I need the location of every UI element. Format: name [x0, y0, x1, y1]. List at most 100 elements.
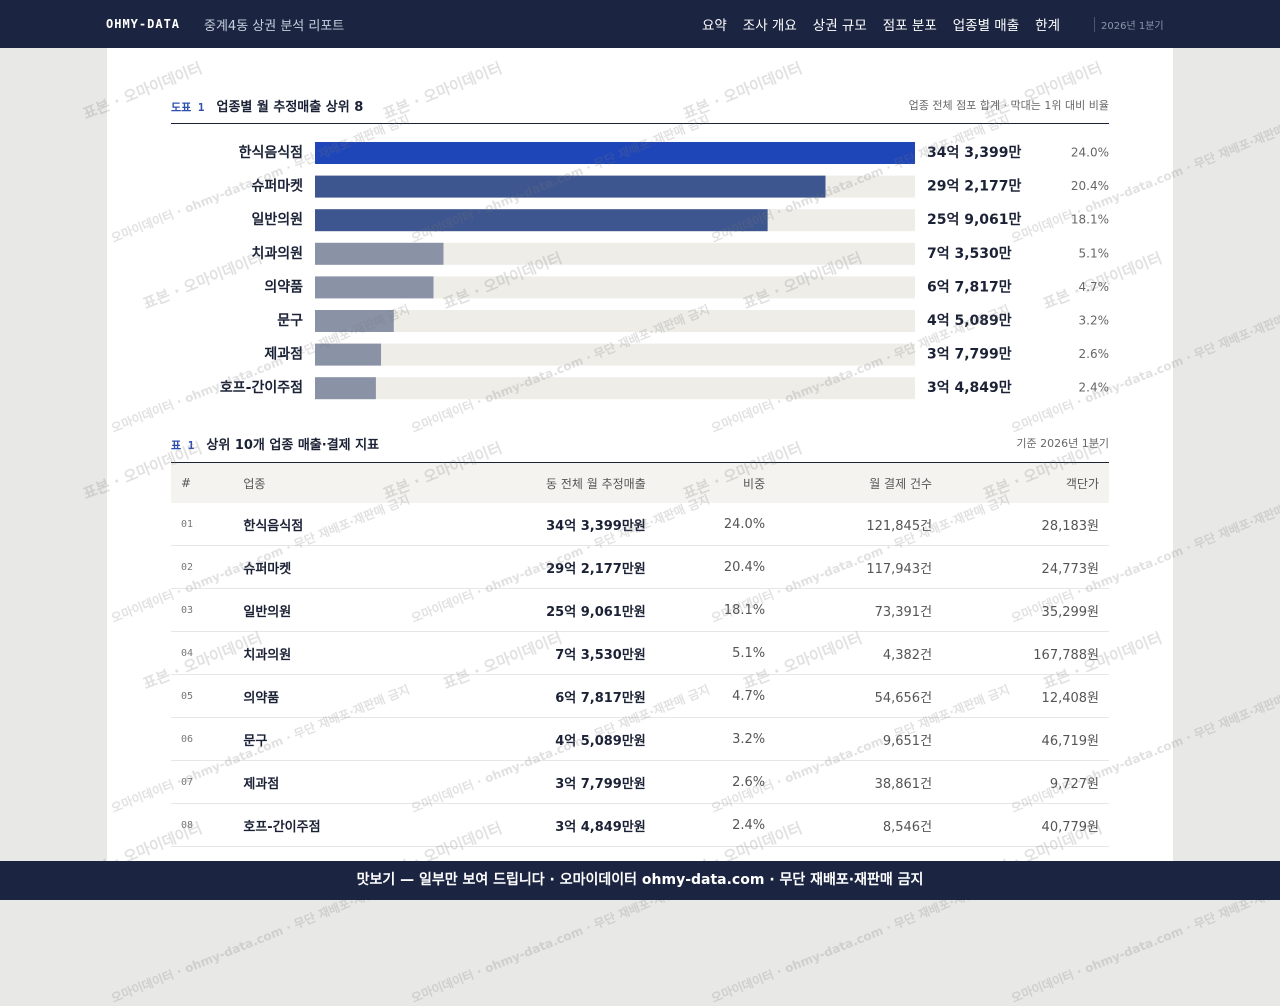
- column-header: 비중: [655, 463, 776, 503]
- footer: 맛보기 — 일부만 보여 드립니다 · 오마이데이터 ohmy-data.com…: [0, 861, 1280, 900]
- cell: 호프-간이주점: [233, 803, 423, 847]
- cell: 한식음식점: [233, 503, 423, 546]
- period: 2026년 1분기: [1094, 17, 1164, 32]
- cell: 4.7%: [655, 674, 776, 718]
- cell: 2.6%: [655, 760, 776, 804]
- cell: 7억 3,530만원: [422, 631, 656, 675]
- cell: 4억 5,089만원: [422, 717, 656, 761]
- value-label: 29억 2,177만: [927, 179, 1022, 195]
- cell: 46,719원: [942, 717, 1109, 761]
- nav-link[interactable]: 한계: [1035, 18, 1060, 34]
- cell: 9,727원: [942, 760, 1109, 804]
- chart-title: 업종별 월 추정매출 상위 8: [216, 100, 364, 115]
- cell: 의약품: [233, 674, 423, 718]
- category-label: 문구: [277, 313, 303, 329]
- chart-label: 도표 1: [171, 101, 205, 114]
- cell: 12,408원: [942, 674, 1109, 718]
- cell: 08: [171, 803, 234, 847]
- cell: 03: [171, 588, 234, 632]
- cell: 24.0%: [655, 503, 776, 546]
- value-label: 3억 7,799만: [927, 347, 1012, 363]
- nav-link[interactable]: 업종별 매출: [952, 18, 1020, 34]
- bar: [315, 310, 394, 332]
- cell: 3억 4,849만원: [422, 803, 656, 847]
- bar: [315, 343, 382, 366]
- nav: 요약 조사 개요 상권 규모 점포 분포 업종별 매출 한계: [702, 14, 1060, 34]
- cell: 2.4%: [655, 803, 776, 847]
- value-label: 6억 7,817만: [927, 279, 1012, 295]
- value-label: 25억 9,061만: [927, 212, 1022, 228]
- cell: 05: [171, 674, 234, 718]
- column-header: 월 결제 건수: [775, 463, 943, 503]
- cell: 117,943건: [775, 545, 943, 589]
- bar-track: [315, 343, 915, 366]
- table: # 업종 동 전체 월 추정매출 비중 월 결제 건수 객단가 01 한식음식점 34억 3,3…: [171, 463, 1109, 847]
- bar: [315, 377, 376, 400]
- cell: 24,773원: [942, 545, 1109, 589]
- table-row: 08 호프-간이주점 3억 4,849만원 2.4% 8,546건 40,779원: [171, 803, 1109, 847]
- category-label: 한식음식점: [239, 144, 303, 161]
- share-label: 24.0%: [1071, 146, 1109, 160]
- category-label: 호프-간이주점: [220, 379, 303, 396]
- nav-link[interactable]: 점포 분포: [882, 18, 937, 34]
- cell: 06: [171, 717, 234, 761]
- nav-link[interactable]: 요약: [701, 18, 727, 34]
- table-row: 01 한식음식점 34억 3,399만원 24.0% 121,845건 28,183원: [171, 503, 1109, 546]
- cell: 일반의원: [233, 588, 423, 632]
- cell: 35,299원: [942, 588, 1109, 632]
- cell: 25억 9,061만원: [422, 588, 656, 632]
- cell: 9,651건: [775, 717, 943, 761]
- table-label: 표 1: [171, 439, 195, 452]
- share-label: 5.1%: [1079, 246, 1110, 260]
- share-label: 3.2%: [1079, 314, 1110, 328]
- cell: 치과의원: [233, 631, 423, 675]
- share-label: 2.6%: [1079, 347, 1110, 361]
- bar: [315, 142, 915, 164]
- cell: 34억 3,399만원: [422, 503, 656, 546]
- cell: 6억 7,817만원: [422, 674, 656, 718]
- top-bar: OHMY-DATA 중계4동 상권 분석 리포트 요약 조사 개요 상권 규모 점포 …: [0, 0, 1280, 48]
- report-title: 중계4동 상권 분석 리포트: [204, 19, 345, 34]
- column-header: #: [171, 463, 234, 503]
- brand[interactable]: OHMY-DATA: [106, 17, 181, 31]
- category-label: 슈퍼마켓: [251, 178, 303, 195]
- cell: 167,788원: [942, 631, 1109, 675]
- category-label: 일반의원: [251, 211, 303, 228]
- chart: 한식음식점 34억 3,399만 24.0% 슈퍼마켓 29억 2,177만 20.4% 일…: [220, 142, 1110, 400]
- bar: [315, 276, 434, 299]
- nav-link[interactable]: 조사 개요: [742, 18, 797, 34]
- cell: 54,656건: [775, 674, 943, 718]
- table-caption: 표 1 상위 10개 업종 매출·결제 지표: [171, 434, 379, 453]
- bar: [315, 209, 768, 232]
- cell: 제과점: [233, 760, 423, 804]
- cell: 슈퍼마켓: [233, 545, 423, 589]
- cell: 3.2%: [655, 717, 776, 761]
- table-row: 04 치과의원 7억 3,530만원 5.1% 4,382건 167,788원: [171, 631, 1109, 675]
- cell: 28,183원: [942, 503, 1109, 546]
- cell: 20.4%: [655, 545, 776, 589]
- share-label: 4.7%: [1079, 280, 1110, 294]
- bar: [315, 175, 826, 198]
- bar-track: [315, 276, 915, 299]
- cell: 문구: [233, 717, 423, 761]
- cell: 5.1%: [655, 631, 776, 675]
- bar: [315, 242, 444, 265]
- value-label: 34억 3,399만: [927, 145, 1022, 161]
- table-note: 기준 2026년 1분기: [1016, 437, 1109, 450]
- cell: 73,391건: [775, 588, 943, 632]
- bar-track: [315, 310, 915, 332]
- bar-track: [315, 242, 915, 265]
- chart-caption: 도표 1 업종별 월 추정매출 상위 8: [171, 96, 363, 115]
- rule: [171, 123, 1109, 124]
- value-label: 7억 3,530만: [927, 246, 1012, 262]
- cell: 3억 7,799만원: [422, 760, 656, 804]
- cell: 29억 2,177만원: [422, 545, 656, 589]
- share-label: 2.4%: [1079, 381, 1110, 395]
- table-row: 05 의약품 6억 7,817만원 4.7% 54,656건 12,408원: [171, 674, 1109, 718]
- share-label: 18.1%: [1071, 213, 1109, 227]
- category-label: 제과점: [264, 346, 303, 363]
- nav-link[interactable]: 상권 규모: [812, 18, 867, 34]
- cell: 40,779원: [942, 803, 1109, 847]
